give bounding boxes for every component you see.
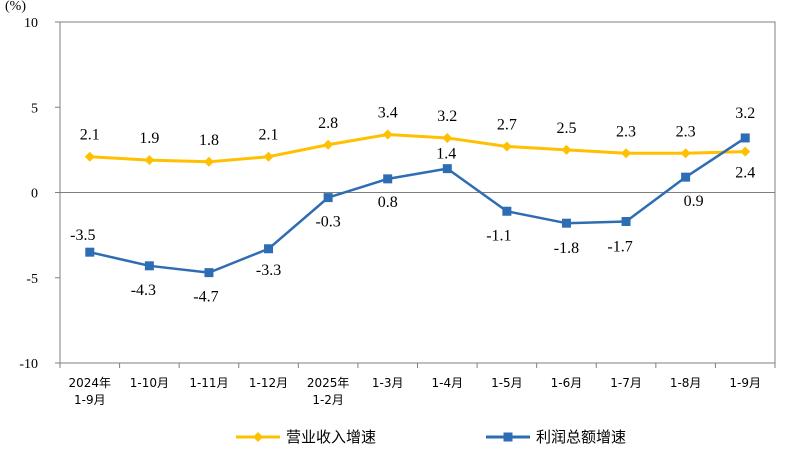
data-label: 1.9 (139, 130, 159, 147)
data-label: 2.1 (259, 127, 279, 144)
x-tick-label: 1-7月 (610, 376, 642, 390)
x-tick-label: 1-2月 (312, 393, 344, 407)
data-point-square (621, 216, 631, 226)
data-point-diamond (323, 139, 334, 150)
data-label: -0.3 (315, 214, 340, 231)
data-label: 2.7 (497, 116, 517, 133)
data-point-diamond (382, 129, 393, 140)
data-point-square (502, 206, 512, 216)
data-point-square (323, 193, 333, 203)
x-tick-label: 1-12月 (249, 376, 288, 390)
data-label: 1.4 (436, 146, 456, 163)
x-tick-label: 1-3月 (372, 376, 404, 390)
data-label: 2.1 (80, 127, 100, 144)
data-point-square (740, 133, 750, 143)
data-point-square (681, 172, 691, 182)
series-line-profit (89, 136, 746, 274)
x-tick-label: 2025年 (307, 376, 350, 390)
data-label: -1.1 (486, 227, 511, 244)
x-tick-label: 1-11月 (189, 376, 228, 390)
legend-marker-diamond (253, 432, 263, 442)
data-label: 3.4 (378, 105, 398, 122)
x-tick-label: 1-4月 (431, 376, 463, 390)
data-label: 2.3 (676, 123, 696, 140)
data-point-square (85, 247, 95, 257)
data-point-square (144, 261, 154, 271)
data-label: 0.9 (684, 193, 704, 210)
data-point-diamond (621, 148, 632, 159)
data-label: 3.2 (735, 105, 755, 122)
data-point-diamond (501, 141, 512, 152)
unit-label: (%) (5, 0, 26, 14)
data-label: 2.3 (616, 123, 636, 140)
data-point-diamond (263, 151, 274, 162)
data-point-diamond (144, 155, 155, 166)
x-tick-label: 1-10月 (130, 376, 169, 390)
data-label: 2.5 (556, 120, 576, 137)
data-point-diamond (740, 146, 751, 157)
data-label: -3.5 (70, 227, 95, 244)
y-tick-label: 0 (31, 187, 38, 202)
x-tick-label: 1-6月 (551, 376, 583, 390)
data-label: 0.8 (378, 194, 398, 211)
y-tick-label: 10 (24, 16, 38, 31)
data-label: -3.3 (256, 262, 281, 279)
data-label: 3.2 (437, 108, 457, 125)
data-point-diamond (680, 148, 691, 159)
data-label: -4.3 (131, 282, 156, 299)
legend-label: 营业收入增速 (286, 428, 376, 446)
data-point-square (442, 164, 452, 174)
x-tick-label: 1-8月 (670, 376, 702, 390)
series-line-revenue (89, 133, 746, 164)
x-tick-label: 1-5月 (491, 376, 523, 390)
y-tick-label: -10 (19, 357, 38, 372)
data-label: -1.8 (554, 240, 579, 257)
data-label: -4.7 (193, 289, 218, 306)
x-tick-label: 1-9月 (74, 393, 106, 407)
data-point-square (264, 244, 274, 254)
data-label: 2.4 (735, 165, 755, 182)
data-label: 2.8 (318, 115, 338, 132)
x-tick-label: 1-9月 (729, 376, 761, 390)
legend-marker-square (503, 432, 513, 442)
data-point-square (204, 268, 214, 278)
data-label: -1.7 (607, 238, 632, 255)
data-point-diamond (561, 144, 572, 155)
data-point-square (561, 218, 571, 228)
data-point-diamond (203, 156, 214, 167)
data-label: 1.8 (199, 132, 219, 149)
y-tick-label: -5 (26, 272, 38, 287)
data-point-square (383, 174, 393, 184)
legend-label: 利润总额增速 (536, 428, 626, 446)
data-point-diamond (442, 132, 453, 143)
data-point-diamond (84, 151, 95, 162)
y-tick-label: 5 (31, 101, 38, 116)
x-tick-label: 2024年 (69, 376, 112, 390)
